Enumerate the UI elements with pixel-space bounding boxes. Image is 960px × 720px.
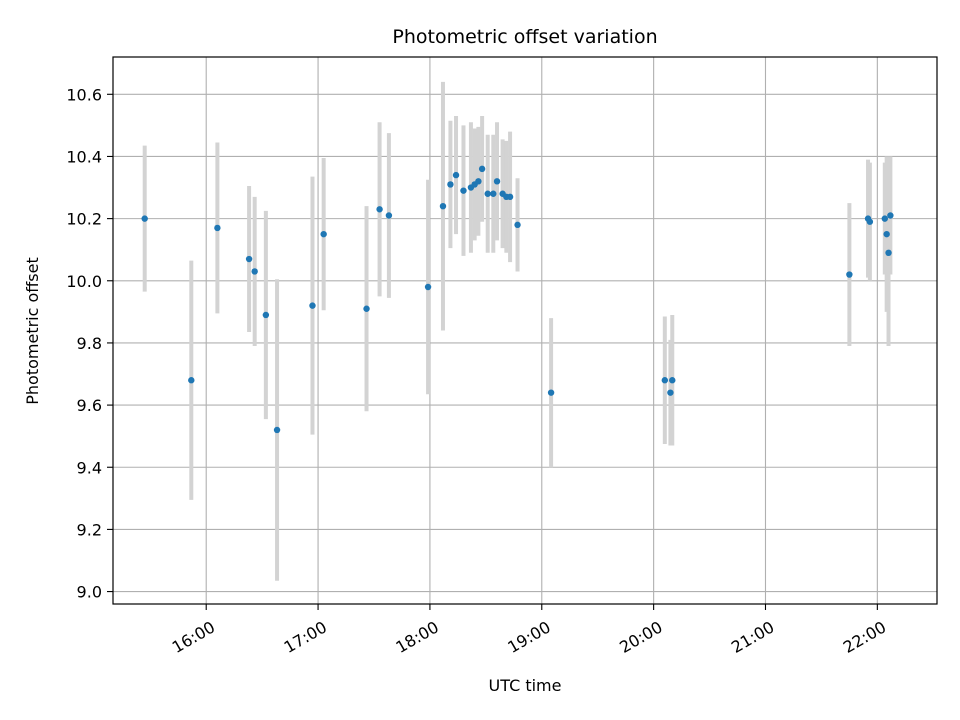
data-point [251,268,258,275]
data-point [661,377,669,384]
data-point [385,212,393,219]
data-point [439,202,447,210]
plot-frame [112,56,938,605]
y-tick-label: 9.6 [77,396,102,415]
data-point [885,249,892,257]
data-point [447,181,454,188]
data-point [262,311,270,319]
data-point [214,224,221,232]
y-tick-label: 9.4 [77,458,102,477]
data-point [881,215,889,222]
data-point [506,193,514,201]
data-point [514,221,521,229]
grid [113,57,937,604]
data-point [547,389,555,396]
data-point [320,230,327,238]
data-point [475,178,482,185]
data-point [866,218,874,225]
data-point [887,212,894,219]
data-point [460,187,467,194]
data-point [245,255,253,263]
data-point [669,377,676,384]
data-point [452,171,460,179]
data-point [846,271,853,278]
y-axis-label: Photometric offset [23,257,42,405]
data-point [309,302,316,309]
data-point [376,206,383,213]
data-point [883,230,890,238]
chart-title: Photometric offset variation [392,26,657,48]
y-tick-label: 9.8 [77,334,102,353]
data-point [667,389,674,396]
data-points [141,165,894,434]
data-point [363,305,370,312]
data-point [490,190,497,197]
data-point [141,215,148,222]
y-tick-label: 9.0 [77,583,102,602]
data-point [484,190,491,197]
data-point [188,377,195,384]
data-point [273,426,281,434]
y-tick-label: 10.2 [66,210,102,229]
x-axis-label: UTC time [489,676,562,695]
y-tick-label: 10.6 [66,85,102,104]
data-point [493,178,501,185]
y-tick-label: 10.4 [66,147,102,166]
y-axis: 9.0 9.2 9.4 9.6 9.8 10.0 10.2 10.4 10.6 [66,85,113,602]
y-tick-label: 10.0 [66,272,102,291]
data-point [424,283,432,291]
y-tick-label: 9.2 [77,520,102,539]
data-point [478,165,486,173]
